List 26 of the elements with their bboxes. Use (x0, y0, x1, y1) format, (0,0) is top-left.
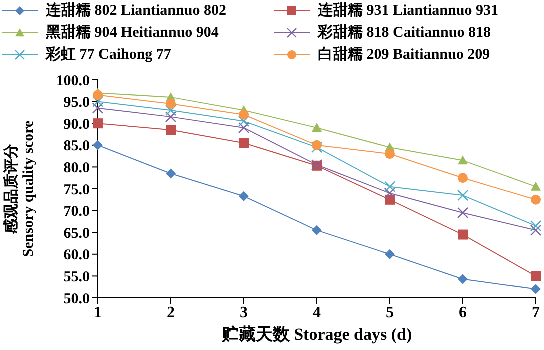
legend-label: 白甜糯 209 Baitiannuo 209 (318, 45, 490, 65)
y-tick-label: 80.0 (64, 160, 90, 177)
legend-label: 黑甜糯 904 Heitiannuo 904 (46, 23, 219, 43)
legend-label: 连甜糯 931 Liantiannuo 931 (318, 1, 498, 21)
y-axis-title: 感观品质评分 Sensory quality score (3, 120, 37, 258)
y-tick-label: 90.0 (64, 116, 90, 133)
x-tick-label: 7 (532, 304, 540, 322)
y-tick-label: 50.0 (64, 291, 90, 308)
x-axis-title: 贮藏天数 Storage days (d) (220, 325, 412, 344)
legend-label: 连甜糯 802 Liantiannuo 802 (46, 1, 226, 21)
y-tick-label: 95.0 (64, 95, 90, 112)
legend-label: 彩甜糯 818 Caitiannuo 818 (318, 23, 491, 43)
x-tick-label: 3 (240, 304, 248, 322)
x-tick-label: 2 (167, 304, 175, 322)
x-tick-label: 4 (313, 304, 321, 322)
y-tick-label: 70.0 (64, 204, 90, 220)
y-tick-label: 85.0 (64, 138, 90, 155)
legend-label: 彩虹 77 Caihong 77 (46, 46, 172, 65)
y-tick-label: 55.0 (64, 270, 90, 286)
y-tick-label: 75.0 (64, 182, 90, 198)
y-tick-label: 60.0 (64, 248, 90, 264)
x-tick-label: 6 (459, 304, 467, 322)
x-tick-label: 1 (94, 304, 102, 322)
x-tick-label: 5 (386, 304, 394, 322)
y-tick-label: 100.0 (56, 73, 90, 90)
y-tick-label: 65.0 (64, 226, 90, 242)
